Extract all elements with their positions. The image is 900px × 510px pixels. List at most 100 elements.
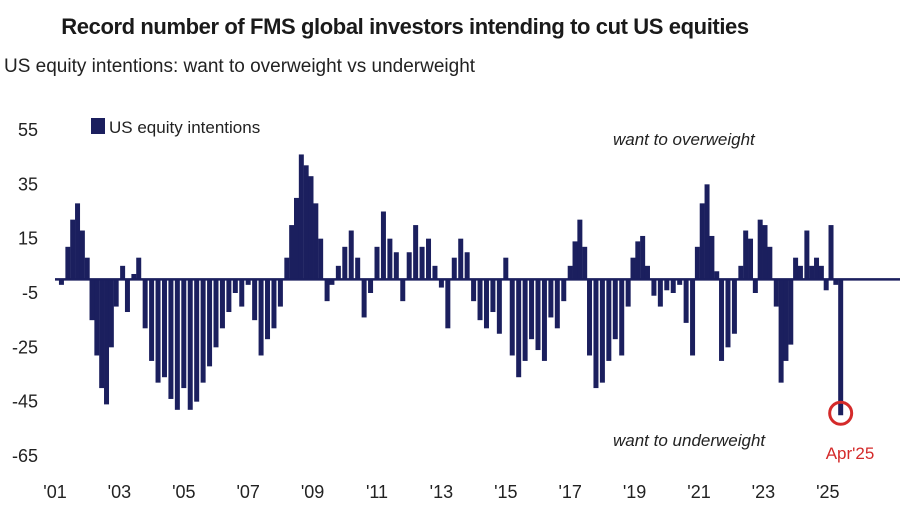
bar xyxy=(113,279,119,307)
bar xyxy=(58,279,64,285)
annotation-overweight: want to overweight xyxy=(613,130,756,149)
bar xyxy=(277,279,283,307)
bar xyxy=(348,230,354,280)
bar xyxy=(181,279,187,389)
bar xyxy=(582,246,588,280)
bar xyxy=(828,225,834,280)
bar xyxy=(709,235,715,280)
bar xyxy=(535,279,541,351)
bar xyxy=(318,238,324,280)
bar xyxy=(75,203,81,280)
bar xyxy=(426,238,432,280)
bar xyxy=(683,279,689,323)
bar xyxy=(554,279,560,329)
bar xyxy=(814,257,820,280)
bar xyxy=(677,279,683,285)
legend-swatch xyxy=(91,118,105,134)
bar xyxy=(445,279,451,329)
bar xyxy=(773,279,779,307)
bar xyxy=(174,279,180,410)
x-tick-label: '21 xyxy=(687,482,710,502)
bar xyxy=(413,225,419,280)
x-tick-label: '11 xyxy=(366,482,388,502)
bar xyxy=(599,279,605,383)
bar xyxy=(788,279,794,345)
bar xyxy=(313,203,319,280)
bar xyxy=(124,279,130,313)
bar xyxy=(200,279,206,383)
bar xyxy=(131,273,137,280)
bar xyxy=(342,246,348,280)
bar xyxy=(767,246,773,280)
legend: US equity intentions xyxy=(91,118,260,137)
y-tick-label: 15 xyxy=(18,229,38,249)
x-tick-label: '19 xyxy=(623,482,646,502)
bar xyxy=(108,279,114,348)
bar xyxy=(329,279,335,285)
x-tick-label: '01 xyxy=(43,482,66,502)
bar xyxy=(818,265,824,280)
bar xyxy=(644,265,650,280)
bar xyxy=(149,279,155,361)
annotation-underweight: want to underweight xyxy=(613,431,766,450)
y-tick-label: -65 xyxy=(12,446,38,466)
bar xyxy=(670,279,676,293)
bar xyxy=(355,257,361,280)
bar xyxy=(743,230,749,280)
bar xyxy=(458,238,464,280)
bar xyxy=(809,265,815,280)
bar xyxy=(529,279,535,340)
bar xyxy=(657,279,663,307)
bar xyxy=(387,238,393,280)
x-tick-label: '03 xyxy=(108,482,131,502)
bar xyxy=(471,279,477,302)
bar xyxy=(161,279,167,378)
y-tick-label: -45 xyxy=(12,392,38,412)
bar xyxy=(823,279,829,291)
bar xyxy=(752,279,758,293)
bar xyxy=(70,219,76,280)
y-tick-label: -5 xyxy=(22,283,38,303)
bar xyxy=(561,279,567,302)
bar xyxy=(84,257,90,280)
bar xyxy=(719,279,725,361)
bar xyxy=(567,265,573,280)
x-tick-label: '05 xyxy=(172,482,195,502)
bar xyxy=(99,279,105,389)
bar xyxy=(694,246,700,280)
bar xyxy=(793,257,799,280)
bar xyxy=(451,257,457,280)
bar xyxy=(298,154,304,280)
bar xyxy=(94,279,100,356)
bar xyxy=(438,279,444,288)
bar xyxy=(593,279,599,389)
bar xyxy=(509,279,515,356)
bar xyxy=(335,265,341,280)
bar xyxy=(619,279,625,356)
bar xyxy=(380,211,386,280)
bar xyxy=(483,279,489,329)
bar xyxy=(690,279,696,356)
bar xyxy=(265,279,271,340)
callout-circle xyxy=(828,400,854,426)
bar xyxy=(252,279,258,321)
bar xyxy=(699,203,705,280)
bar xyxy=(725,279,731,348)
bar xyxy=(804,230,810,280)
bar xyxy=(226,279,232,313)
x-tick-label: '13 xyxy=(430,482,453,502)
bar xyxy=(778,279,784,383)
bar xyxy=(213,279,219,348)
bar xyxy=(587,279,593,356)
x-tick-label: '09 xyxy=(301,482,324,502)
bar xyxy=(368,279,374,293)
bar xyxy=(289,225,295,280)
bar xyxy=(136,257,142,280)
bar xyxy=(65,246,71,280)
bar xyxy=(762,225,768,280)
bar xyxy=(625,279,631,307)
bar xyxy=(606,279,612,361)
bar xyxy=(704,184,710,280)
bar xyxy=(797,265,803,280)
